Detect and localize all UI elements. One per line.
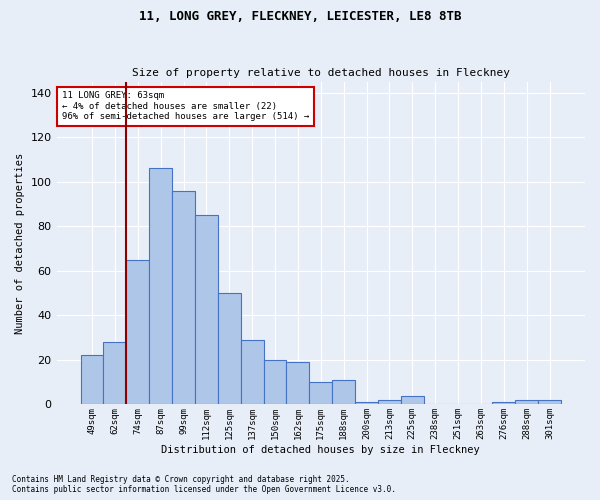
Bar — [538, 400, 561, 404]
Bar — [149, 168, 172, 404]
Bar — [310, 382, 332, 404]
Bar — [286, 362, 310, 405]
Bar — [332, 380, 355, 404]
Bar — [80, 356, 103, 405]
Bar — [263, 360, 286, 405]
Bar — [378, 400, 401, 404]
Bar — [195, 215, 218, 404]
Text: 11, LONG GREY, FLECKNEY, LEICESTER, LE8 8TB: 11, LONG GREY, FLECKNEY, LEICESTER, LE8 … — [139, 10, 461, 23]
Y-axis label: Number of detached properties: Number of detached properties — [15, 152, 25, 334]
Bar — [493, 402, 515, 404]
Text: Contains HM Land Registry data © Crown copyright and database right 2025.
Contai: Contains HM Land Registry data © Crown c… — [12, 474, 396, 494]
Bar — [172, 190, 195, 404]
X-axis label: Distribution of detached houses by size in Fleckney: Distribution of detached houses by size … — [161, 445, 480, 455]
Bar — [401, 396, 424, 404]
Bar — [355, 402, 378, 404]
Bar — [241, 340, 263, 404]
Text: 11 LONG GREY: 63sqm
← 4% of detached houses are smaller (22)
96% of semi-detache: 11 LONG GREY: 63sqm ← 4% of detached hou… — [62, 91, 309, 121]
Bar — [103, 342, 127, 404]
Bar — [515, 400, 538, 404]
Bar — [127, 260, 149, 404]
Bar — [218, 293, 241, 405]
Title: Size of property relative to detached houses in Fleckney: Size of property relative to detached ho… — [132, 68, 510, 78]
